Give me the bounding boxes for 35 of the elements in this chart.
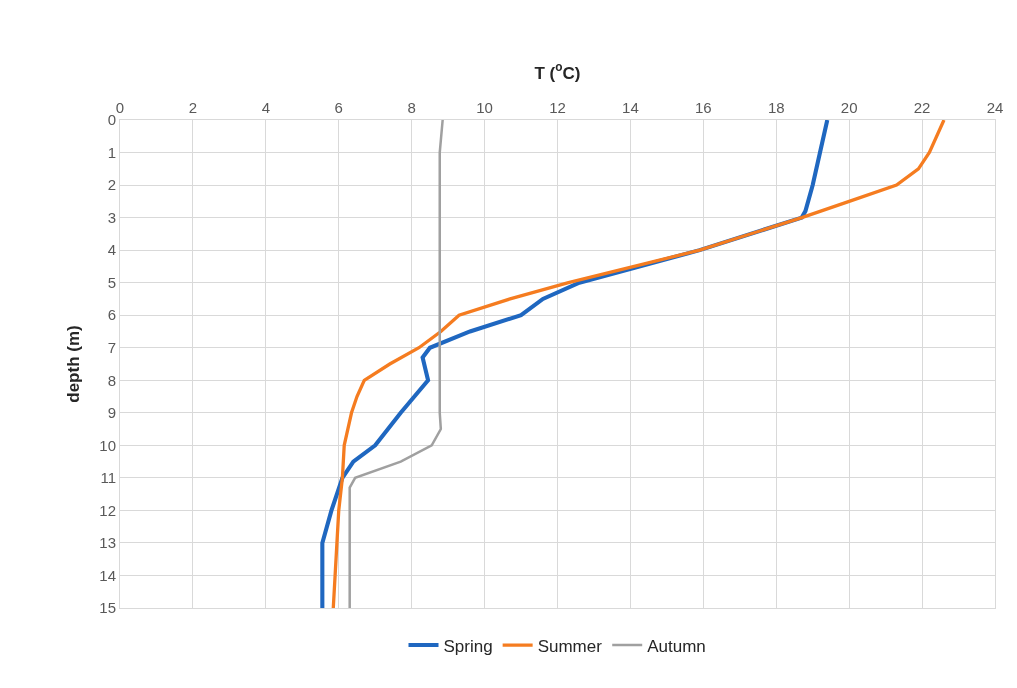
y-tick-label: 3 <box>107 208 116 226</box>
x-tick-label: 2 <box>188 99 198 116</box>
y-tick-label: 11 <box>100 469 116 487</box>
x-tick-label: 22 <box>913 99 931 116</box>
legend-label: Spring <box>443 636 493 656</box>
x-tick-label: 18 <box>767 99 785 116</box>
y-tick-label: 2 <box>107 176 116 194</box>
y-tick-label: 5 <box>107 273 116 291</box>
x-tick-label: 10 <box>476 99 493 116</box>
x-tick-label: 12 <box>549 99 566 116</box>
x-tick-label: 16 <box>694 99 712 116</box>
x-tick-label: 4 <box>261 99 270 116</box>
y-tick-label: 8 <box>107 371 116 389</box>
y-tick-label: 0 <box>107 111 116 129</box>
y-tick-label: 12 <box>99 501 116 519</box>
y-tick-label: 1 <box>107 143 116 161</box>
y-tick-label: 4 <box>107 241 116 259</box>
x-tick-label: 6 <box>334 99 343 116</box>
y-tick-label: 10 <box>99 436 116 454</box>
y-axis-title: depth (m) <box>63 325 83 403</box>
legend-label: Autumn <box>647 636 706 656</box>
y-tick-label: 9 <box>107 404 116 422</box>
x-tick-label: 8 <box>407 99 416 116</box>
legend-label: Summer <box>537 636 603 656</box>
x-tick-label: 24 <box>986 99 1004 116</box>
y-tick-label: 6 <box>107 306 116 324</box>
x-tick-label: 20 <box>840 99 858 116</box>
y-tick-label: 13 <box>99 534 116 552</box>
line-series <box>348 120 444 608</box>
y-tick-label: 14 <box>99 566 116 584</box>
y-tick-label: 7 <box>107 338 116 356</box>
x-axis-title: T ($^{o}$C) <box>534 60 581 83</box>
x-tick-label: 14 <box>622 99 639 116</box>
y-tick-label: 15 <box>99 599 116 617</box>
line-series <box>331 120 946 608</box>
